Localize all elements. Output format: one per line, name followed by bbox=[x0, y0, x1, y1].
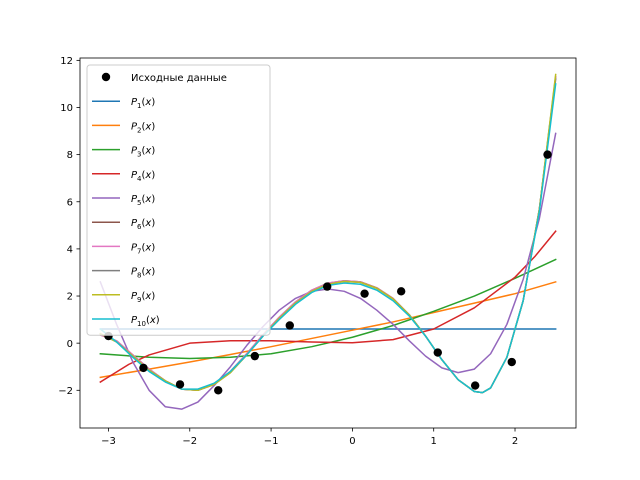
legend: Исходные данные P1(x) P2(x) P3(x) P4(x) P5(x)… bbox=[86, 64, 271, 336]
data-point bbox=[214, 386, 223, 395]
legend-label-p3: P3(x) bbox=[131, 146, 155, 159]
plot-frame bbox=[79, 57, 577, 429]
y-tick-label: 6 bbox=[67, 197, 73, 208]
x-tick-label: −2 bbox=[182, 436, 197, 447]
data-point bbox=[396, 287, 406, 296]
y-axis: −2 0 2 4 6 8 10 12 bbox=[58, 56, 80, 397]
y-tick-label: 12 bbox=[60, 56, 73, 67]
legend-label-p1: P1(x) bbox=[131, 97, 155, 110]
data-point bbox=[285, 321, 294, 330]
data-point bbox=[470, 381, 480, 390]
y-tick-label: 0 bbox=[67, 339, 73, 350]
x-tick-label: 0 bbox=[349, 436, 355, 447]
legend-box bbox=[86, 64, 271, 336]
legend-label-p4: P4(x) bbox=[131, 170, 155, 183]
legend-label-p8: P8(x) bbox=[131, 267, 155, 280]
legend-marker-scatter bbox=[101, 72, 111, 82]
y-tick-label: 8 bbox=[67, 150, 73, 161]
legend-label-p2: P2(x) bbox=[131, 121, 155, 134]
data-point bbox=[543, 150, 552, 159]
legend-label-p10: P10(x) bbox=[131, 315, 160, 328]
legend-label-p5: P5(x) bbox=[131, 194, 155, 207]
y-tick-label: 2 bbox=[67, 292, 73, 303]
legend-label-p7: P7(x) bbox=[131, 242, 155, 255]
series-line-p4 bbox=[99, 230, 557, 384]
data-point bbox=[322, 282, 332, 291]
data-point bbox=[139, 363, 148, 373]
legend-label-scatter: Исходные данные bbox=[131, 73, 227, 84]
y-tick-label: −2 bbox=[58, 386, 73, 397]
y-tick-label: 10 bbox=[60, 103, 73, 114]
y-tick-label: 4 bbox=[67, 244, 73, 255]
x-axis: −3 −2 −1 0 1 2 bbox=[101, 428, 518, 447]
data-point bbox=[250, 351, 260, 361]
legend-label-p9: P9(x) bbox=[131, 291, 155, 304]
data-point bbox=[433, 348, 442, 357]
x-tick-label: 1 bbox=[431, 436, 437, 447]
x-tick-label: −1 bbox=[264, 436, 279, 447]
x-tick-label: −3 bbox=[101, 436, 116, 447]
data-point bbox=[360, 289, 369, 298]
x-tick-label: 2 bbox=[512, 436, 518, 447]
legend-label-p6: P6(x) bbox=[131, 218, 155, 231]
series-line-p2 bbox=[99, 280, 557, 379]
data-point bbox=[507, 357, 516, 367]
data-point bbox=[175, 380, 185, 389]
